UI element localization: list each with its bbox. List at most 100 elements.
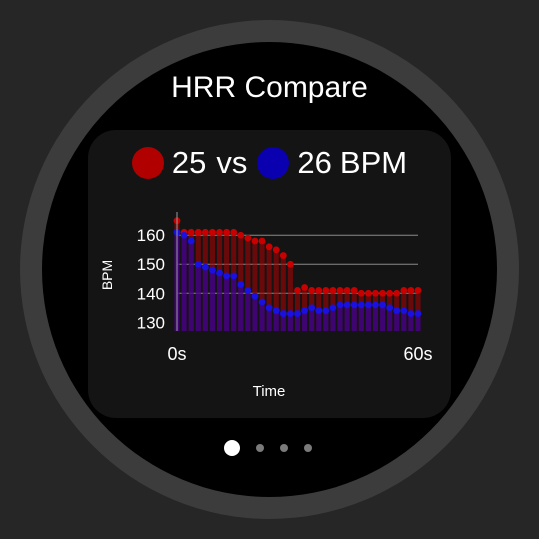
series-a-bar: [280, 255, 286, 331]
series-b-point: [287, 310, 294, 317]
series-a-value: 25: [171, 145, 207, 180]
series-b-bar: [330, 307, 336, 331]
series-a-point: [287, 260, 294, 268]
series-b-point: [265, 304, 273, 312]
series-b-bar: [287, 313, 293, 331]
series-b-bar: [209, 270, 215, 331]
series-b-bar: [337, 304, 343, 331]
series-a-bar: [252, 241, 258, 331]
series-b-point: [357, 301, 365, 309]
series-b-bar: [195, 264, 201, 331]
series-a-bar: [259, 241, 265, 331]
series-b-point: [301, 307, 308, 315]
x-axis-label: Time: [253, 383, 286, 400]
series-b-point: [279, 310, 287, 317]
y-tick-label: 160: [137, 226, 165, 245]
series-b-bar: [252, 296, 258, 331]
series-a-point: [400, 286, 408, 294]
series-b-bar: [259, 301, 265, 331]
series-a-point: [216, 228, 223, 236]
series-a-bar: [273, 249, 279, 331]
series-b-bar: [316, 310, 322, 331]
series-b-bar: [224, 275, 230, 331]
series-a-bar: [266, 246, 272, 331]
x-tick-label: 0s: [167, 344, 186, 364]
series-b-point: [251, 292, 259, 300]
series-b-bar: [231, 275, 237, 331]
series-b-point: [180, 231, 188, 239]
series-a-point: [386, 289, 394, 297]
series-b-bar: [323, 310, 329, 331]
page-dot[interactable]: [256, 444, 264, 452]
series-a-point: [187, 228, 195, 236]
series-b-point: [414, 310, 422, 317]
series-b-bar: [238, 284, 244, 331]
series-a-point: [350, 286, 358, 294]
series-b-bar: [401, 310, 407, 331]
series-a-point: [265, 243, 273, 251]
series-b-point: [407, 310, 415, 317]
series-b-point: [258, 298, 266, 306]
page-dot-active[interactable]: [224, 440, 240, 456]
series-a-point: [223, 228, 231, 236]
page-dot[interactable]: [304, 444, 312, 452]
series-a-point: [393, 289, 401, 297]
series-b-point: [393, 307, 401, 315]
series-a-point: [357, 289, 365, 297]
series-a-point: [315, 286, 323, 294]
series-a-point: [194, 228, 202, 236]
series-b-point: [194, 260, 202, 268]
series-b-bar: [245, 290, 251, 331]
series-b-point: [329, 304, 337, 312]
series-b-point: [386, 304, 394, 312]
series-a-color-dot: [131, 147, 164, 179]
series-b-point: [272, 307, 280, 315]
series-b-bar: [380, 304, 386, 331]
series-a-point: [322, 286, 330, 294]
series-a-point: [343, 286, 351, 294]
series-b-point: [209, 266, 216, 274]
series-b-point: [322, 307, 330, 315]
series-b-point: [244, 286, 252, 294]
series-a-point: [237, 231, 245, 239]
series-b-bar: [408, 313, 414, 331]
y-tick-label: 140: [137, 284, 165, 303]
series-b-point: [372, 301, 379, 309]
series-a-point: [308, 286, 316, 294]
page-dot[interactable]: [280, 444, 288, 452]
screen-title: HRR Compare: [171, 71, 368, 104]
series-b-bar: [365, 304, 371, 331]
series-b-point: [364, 301, 372, 309]
series-b-point: [201, 263, 209, 271]
series-b-bar: [351, 304, 357, 331]
series-b-point: [336, 301, 344, 309]
series-b-bar: [387, 307, 393, 331]
series-b-point: [216, 269, 223, 277]
series-a-point: [209, 228, 216, 236]
series-a-point: [336, 286, 344, 294]
y-tick-label: 130: [137, 313, 165, 332]
series-b-bar: [372, 304, 379, 331]
series-a-point: [414, 286, 422, 294]
series-b-bar: [181, 235, 187, 331]
series-b-point: [400, 307, 408, 315]
series-b-point: [315, 307, 323, 315]
series-b-bar: [273, 310, 279, 331]
series-b-point: [237, 281, 245, 288]
series-a-point: [201, 228, 209, 236]
series-a-point: [379, 289, 386, 297]
series-b-point: [308, 304, 316, 312]
series-b-point: [223, 272, 231, 280]
series-b-point: [294, 310, 301, 317]
series-a-point: [407, 286, 415, 294]
series-a-bar: [287, 264, 293, 331]
series-a-bar: [245, 238, 251, 331]
y-axis-label: BPM: [99, 260, 115, 290]
series-a-point: [230, 228, 238, 236]
series-b-point: [350, 301, 358, 309]
series-b-point: [230, 272, 238, 280]
series-b-bar: [202, 267, 208, 331]
series-b-bar: [294, 313, 301, 331]
series-b-bar: [280, 313, 286, 331]
series-b-bar: [188, 241, 194, 331]
